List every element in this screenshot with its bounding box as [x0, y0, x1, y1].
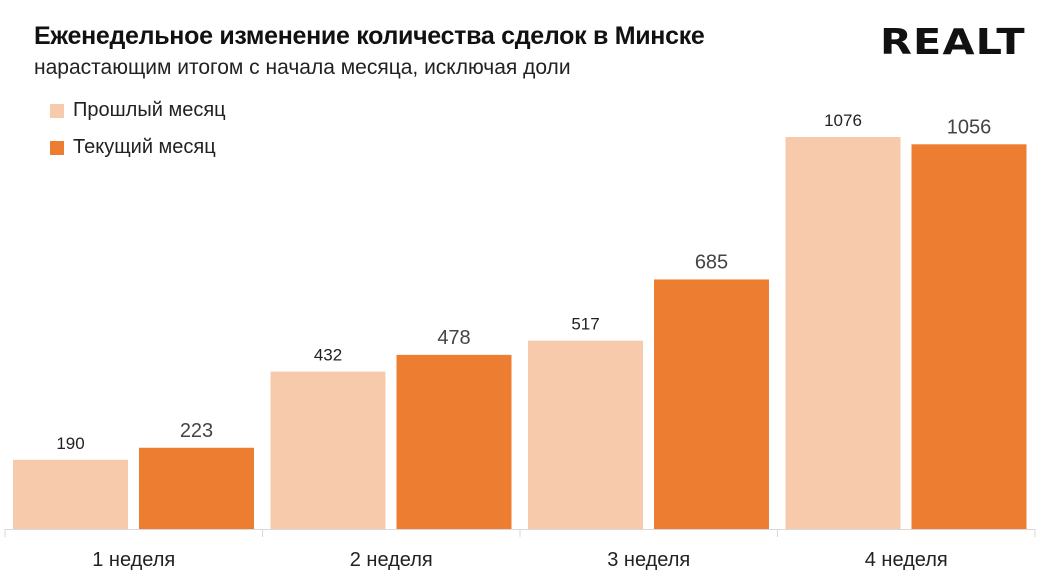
- data-label: 1076: [824, 111, 862, 130]
- legend-swatch-previous: [50, 103, 64, 118]
- data-label: 190: [56, 434, 84, 453]
- realt-logo: RΕALT: [880, 22, 1026, 63]
- x-tick-label: 2 неделя: [350, 549, 433, 571]
- x-tick-label: 1 неделя: [92, 549, 175, 571]
- data-label: 223: [180, 420, 213, 442]
- bar-current: [654, 279, 769, 529]
- legend-label-current: Текущий месяц: [73, 136, 216, 158]
- legend-item-previous: Прошлый месяц: [50, 99, 226, 122]
- legend-swatch-current: [50, 140, 64, 155]
- bar-previous: [270, 371, 386, 529]
- data-label: 1056: [947, 116, 992, 138]
- legend-label-previous: Прошлый месяц: [73, 99, 226, 121]
- bar-current: [396, 354, 512, 529]
- bar-previous: [13, 459, 128, 529]
- bar-current: [911, 144, 1027, 529]
- data-label: 432: [314, 346, 342, 365]
- bar-previous: [785, 137, 901, 529]
- bar-current: [139, 447, 254, 529]
- chart-subtitle: нарастающим итогом с начала месяца, искл…: [34, 56, 571, 79]
- bar-previous: [528, 340, 643, 529]
- data-label: 478: [437, 327, 470, 349]
- x-tick-label: 4 неделя: [865, 549, 948, 571]
- chart-title: Еженедельное изменение количества сделок…: [34, 22, 705, 50]
- x-tick-label: 3 неделя: [607, 549, 690, 571]
- data-label: 685: [695, 251, 728, 273]
- data-label: 517: [571, 315, 599, 334]
- legend-item-current: Текущий месяц: [50, 136, 216, 159]
